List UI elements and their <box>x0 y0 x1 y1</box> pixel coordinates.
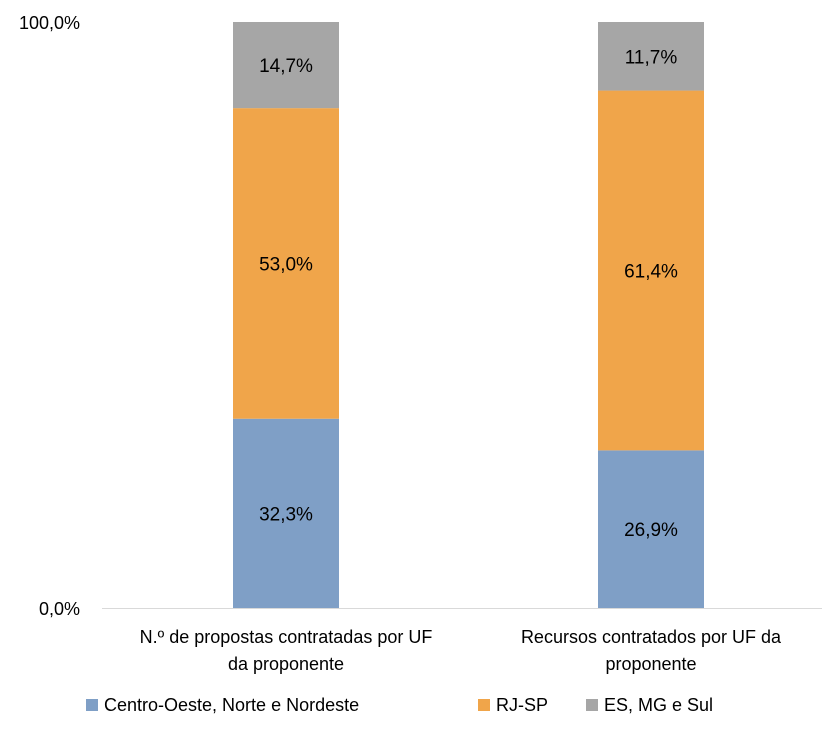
legend-label: ES, MG e Sul <box>604 695 713 715</box>
y-tick-label: 100,0% <box>19 13 80 33</box>
legend-swatch <box>86 699 98 711</box>
y-tick-label: 0,0% <box>39 599 80 619</box>
data-label: 14,7% <box>259 56 313 77</box>
legend-label: RJ-SP <box>496 695 548 715</box>
category-label: Recursos contratados por UF da proponente <box>521 627 782 674</box>
data-label: 11,7% <box>625 47 678 68</box>
bar-segment <box>598 90 704 451</box>
axis-group: 0,0% 100,0% <box>19 13 822 619</box>
data-labels-group: 32,3% 53,0% 14,7% 26,9% 61,4% 11,7% <box>259 47 678 541</box>
legend: Centro-Oeste, Norte e Nordeste RJ-SP ES, M… <box>86 695 713 715</box>
category-label: N.º de propostas contratadas por UF da pr… <box>140 627 433 674</box>
data-label: 61,4% <box>624 261 678 282</box>
bar-segment <box>233 22 339 109</box>
bars-group <box>233 22 704 608</box>
data-label: 53,0% <box>259 254 313 275</box>
bar-segment <box>598 450 704 608</box>
bar-segment <box>598 22 704 91</box>
data-label: 26,9% <box>624 520 678 541</box>
bar-segment <box>233 418 339 608</box>
bar-segment <box>233 108 339 419</box>
legend-swatch <box>478 699 490 711</box>
legend-swatch <box>586 699 598 711</box>
legend-label: Centro-Oeste, Norte e Nordeste <box>104 695 359 715</box>
data-label: 32,3% <box>259 504 313 525</box>
category-labels-group: N.º de propostas contratadas por UF da pr… <box>140 627 782 674</box>
